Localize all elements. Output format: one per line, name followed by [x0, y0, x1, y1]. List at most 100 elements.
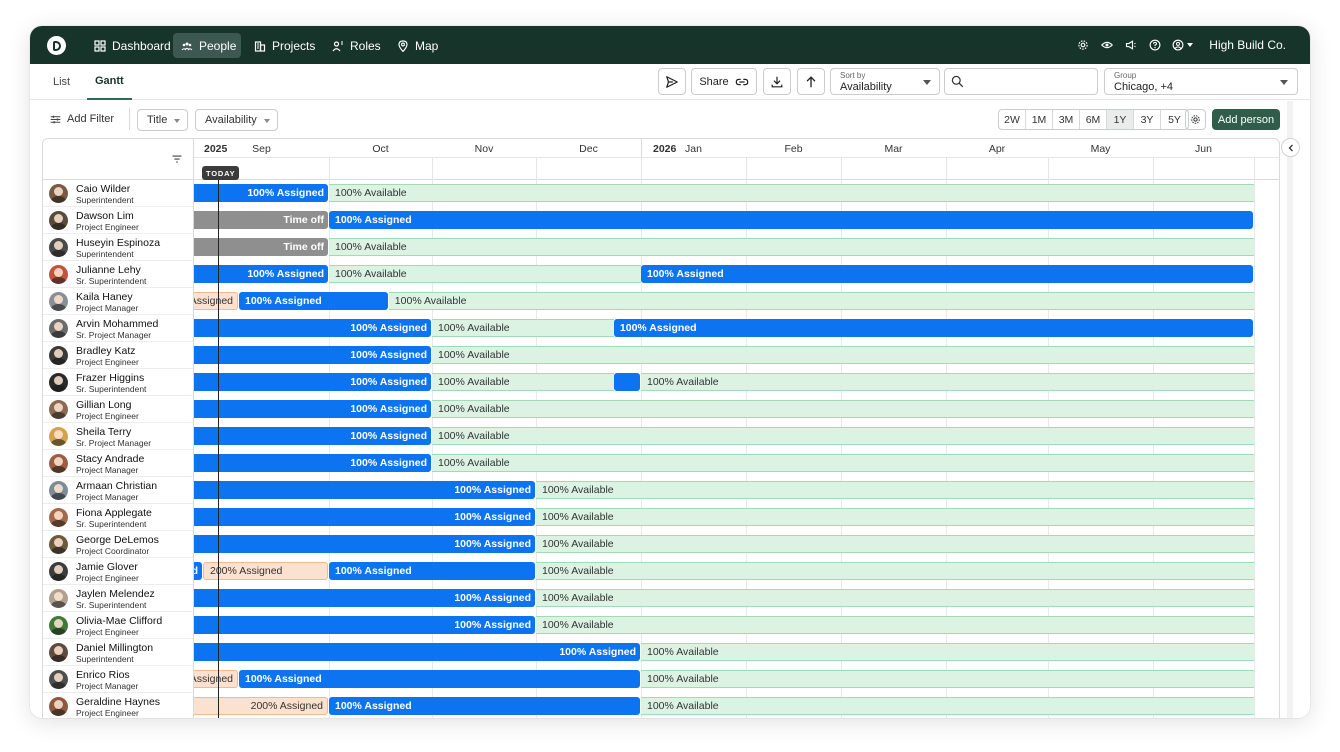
allocation-bar-assigned[interactable]: 100% Assigned [641, 265, 1253, 283]
person-name[interactable]: Arvin Mohammed [76, 318, 159, 330]
zoom-option-6m[interactable]: 6M [1080, 110, 1107, 129]
allocation-bar-available[interactable]: 100% Available [432, 319, 614, 337]
allocation-bar-assigned[interactable]: 100% Assigned [194, 184, 328, 202]
allocation-bar-assigned[interactable]: 100% Assigned [194, 400, 431, 418]
allocation-bar-available[interactable]: 100% Available [432, 427, 1254, 445]
allocation-bar-available[interactable]: 100% Available [641, 373, 1254, 391]
person-row[interactable]: Julianne Lehy Sr. Superintendent [43, 261, 193, 288]
allocation-bar-available[interactable]: 100% Available [536, 562, 1254, 580]
allocation-bar-assigned[interactable]: 100% Assigned [329, 211, 1253, 229]
allocation-bar-assigned[interactable]: 100% Assigned [239, 292, 388, 310]
person-row[interactable]: Geraldine Haynes Project Engineer [43, 693, 193, 718]
allocation-bar-available[interactable]: 100% Available [329, 238, 1254, 256]
allocation-bar-assigned[interactable]: 100% Assigned [194, 481, 535, 499]
nav-item-roles[interactable]: Roles [324, 33, 382, 58]
person-name[interactable]: Geraldine Haynes [76, 696, 161, 708]
allocation-bar-available[interactable]: 100% Available [329, 184, 1254, 202]
allocation-bar-timeoff[interactable]: Time off [194, 238, 328, 256]
filter-chip-title[interactable]: Title [137, 109, 189, 131]
group-select[interactable]: Group Chicago, +4 [1104, 68, 1298, 95]
person-row[interactable]: Enrico Rios Project Manager [43, 666, 193, 693]
person-name[interactable]: Armaan Christian [76, 480, 158, 492]
allocation-bar-over[interactable]: 200% Assigned [194, 292, 238, 310]
person-row[interactable]: Olivia-Mae Clifford Project Engineer [43, 612, 193, 639]
person-row[interactable]: Armaan Christian Project Manager [43, 477, 193, 504]
help-icon[interactable] [1143, 33, 1167, 57]
allocation-bar-available[interactable]: 100% Available [388, 292, 1254, 310]
allocation-bar-assigned[interactable]: 100% Assigned [613, 319, 1253, 337]
person-name[interactable]: Bradley Katz [76, 345, 136, 357]
account-menu-icon[interactable] [1167, 33, 1197, 57]
person-name[interactable]: Enrico Rios [76, 669, 130, 681]
upload-button[interactable] [797, 68, 825, 95]
person-row[interactable]: Jamie Glover Project Engineer [43, 558, 193, 585]
person-row[interactable]: Stacy Andrade Project Manager [43, 450, 193, 477]
search-field[interactable] [944, 68, 1098, 95]
allocation-bar-over[interactable]: 200% Assigned [194, 697, 328, 715]
person-name[interactable]: Gillian Long [76, 399, 132, 411]
allocation-bar-assigned[interactable]: 100% Assigned [239, 670, 640, 688]
person-row[interactable]: Caio Wilder Superintendent [43, 180, 193, 207]
allocation-bar-available[interactable]: 100% Available [432, 373, 614, 391]
allocation-bar-available[interactable]: 100% Available [641, 670, 1254, 688]
eye-icon[interactable] [1095, 33, 1119, 57]
person-row[interactable]: Jaylen Melendez Sr. Superintendent [43, 585, 193, 612]
person-name[interactable]: George DeLemos [76, 534, 159, 546]
allocation-bar-available[interactable]: 100% Available [329, 265, 641, 283]
person-row[interactable]: Daniel Millington Superintendent [43, 639, 193, 666]
add-filter-button[interactable]: Add Filter [50, 108, 114, 130]
person-name[interactable]: Kaila Haney [76, 291, 133, 303]
send-button[interactable] [658, 68, 686, 95]
vertical-scrollbar[interactable] [1287, 101, 1293, 718]
download-button[interactable] [763, 68, 791, 95]
nav-item-people[interactable]: People [173, 33, 241, 58]
person-row[interactable]: Sheila Terry Sr. Project Manager [43, 423, 193, 450]
person-row[interactable]: Arvin Mohammed Sr. Project Manager [43, 315, 193, 342]
allocation-bar-available[interactable]: 100% Available [432, 454, 1254, 472]
zoom-option-1y[interactable]: 1Y [1107, 110, 1134, 129]
allocation-bar-assigned[interactable]: 100% Assigned [194, 346, 431, 364]
allocation-bar-assigned[interactable]: 100% Assigned [194, 589, 535, 607]
allocation-bar-assigned[interactable]: 100% Assigned [194, 319, 431, 337]
allocation-bar-assigned[interactable]: 100% Assigned [194, 427, 431, 445]
sort-filter-icon[interactable] [171, 153, 183, 165]
allocation-bar-over[interactable]: 200% Assigned [194, 670, 238, 688]
allocation-bar-assigned[interactable]: 100% Assigned [194, 535, 535, 553]
allocation-bar-timeoff[interactable]: Time off [194, 211, 328, 229]
person-name[interactable]: Jaylen Melendez [76, 588, 155, 600]
allocation-bar-available[interactable]: 100% Available [432, 346, 1254, 364]
app-logo[interactable] [47, 36, 66, 55]
person-name[interactable]: Frazer Higgins [76, 372, 145, 384]
settings-icon[interactable] [1071, 33, 1095, 57]
person-row[interactable]: Gillian Long Project Engineer [43, 396, 193, 423]
person-name[interactable]: Jamie Glover [76, 561, 138, 573]
add-person-button[interactable]: Add person [1212, 109, 1280, 130]
company-name[interactable]: High Build Co. [1209, 38, 1286, 52]
sort-select[interactable]: Sort by Availability [830, 68, 940, 95]
person-row[interactable]: George DeLemos Project Coordinator [43, 531, 193, 558]
allocation-bar-assigned[interactable]: 100% Assigned [194, 508, 535, 526]
zoom-option-5y[interactable]: 5Y [1168, 113, 1181, 126]
filter-chip-availability[interactable]: Availability [195, 109, 278, 131]
allocation-bar-assigned[interactable]: 100% Assigned [194, 562, 202, 580]
person-row[interactable]: Bradley Katz Project Engineer [43, 342, 193, 369]
allocation-bar-assigned[interactable]: 100% Assigned [194, 454, 431, 472]
allocation-bar-assigned[interactable]: 100% Assigned [194, 643, 640, 661]
zoom-option-3m[interactable]: 3M [1053, 110, 1080, 129]
zoom-option-2w[interactable]: 2W [999, 110, 1026, 129]
allocation-bar-assigned[interactable]: 100% Assigned [194, 265, 328, 283]
share-button[interactable]: Share [691, 68, 757, 95]
allocation-bar-available[interactable]: 100% Available [641, 643, 1254, 661]
person-name[interactable]: Sheila Terry [76, 426, 132, 438]
person-name[interactable]: Caio Wilder [76, 183, 131, 195]
allocation-bar-available[interactable]: 100% Available [536, 535, 1254, 553]
person-row[interactable]: Fiona Applegate Sr. Superintendent [43, 504, 193, 531]
person-row[interactable]: Huseyin Espinoza Superintendent [43, 234, 193, 261]
collapse-panel-button[interactable] [1281, 138, 1300, 157]
gantt-settings-button[interactable] [1185, 109, 1206, 130]
zoom-option-3y[interactable]: 3Y [1134, 110, 1161, 129]
person-name[interactable]: Olivia-Mae Clifford [76, 615, 163, 627]
person-name[interactable]: Dawson Lim [76, 210, 134, 222]
allocation-bar-available[interactable]: 100% Available [536, 616, 1254, 634]
nav-item-map[interactable]: Map [389, 33, 439, 58]
